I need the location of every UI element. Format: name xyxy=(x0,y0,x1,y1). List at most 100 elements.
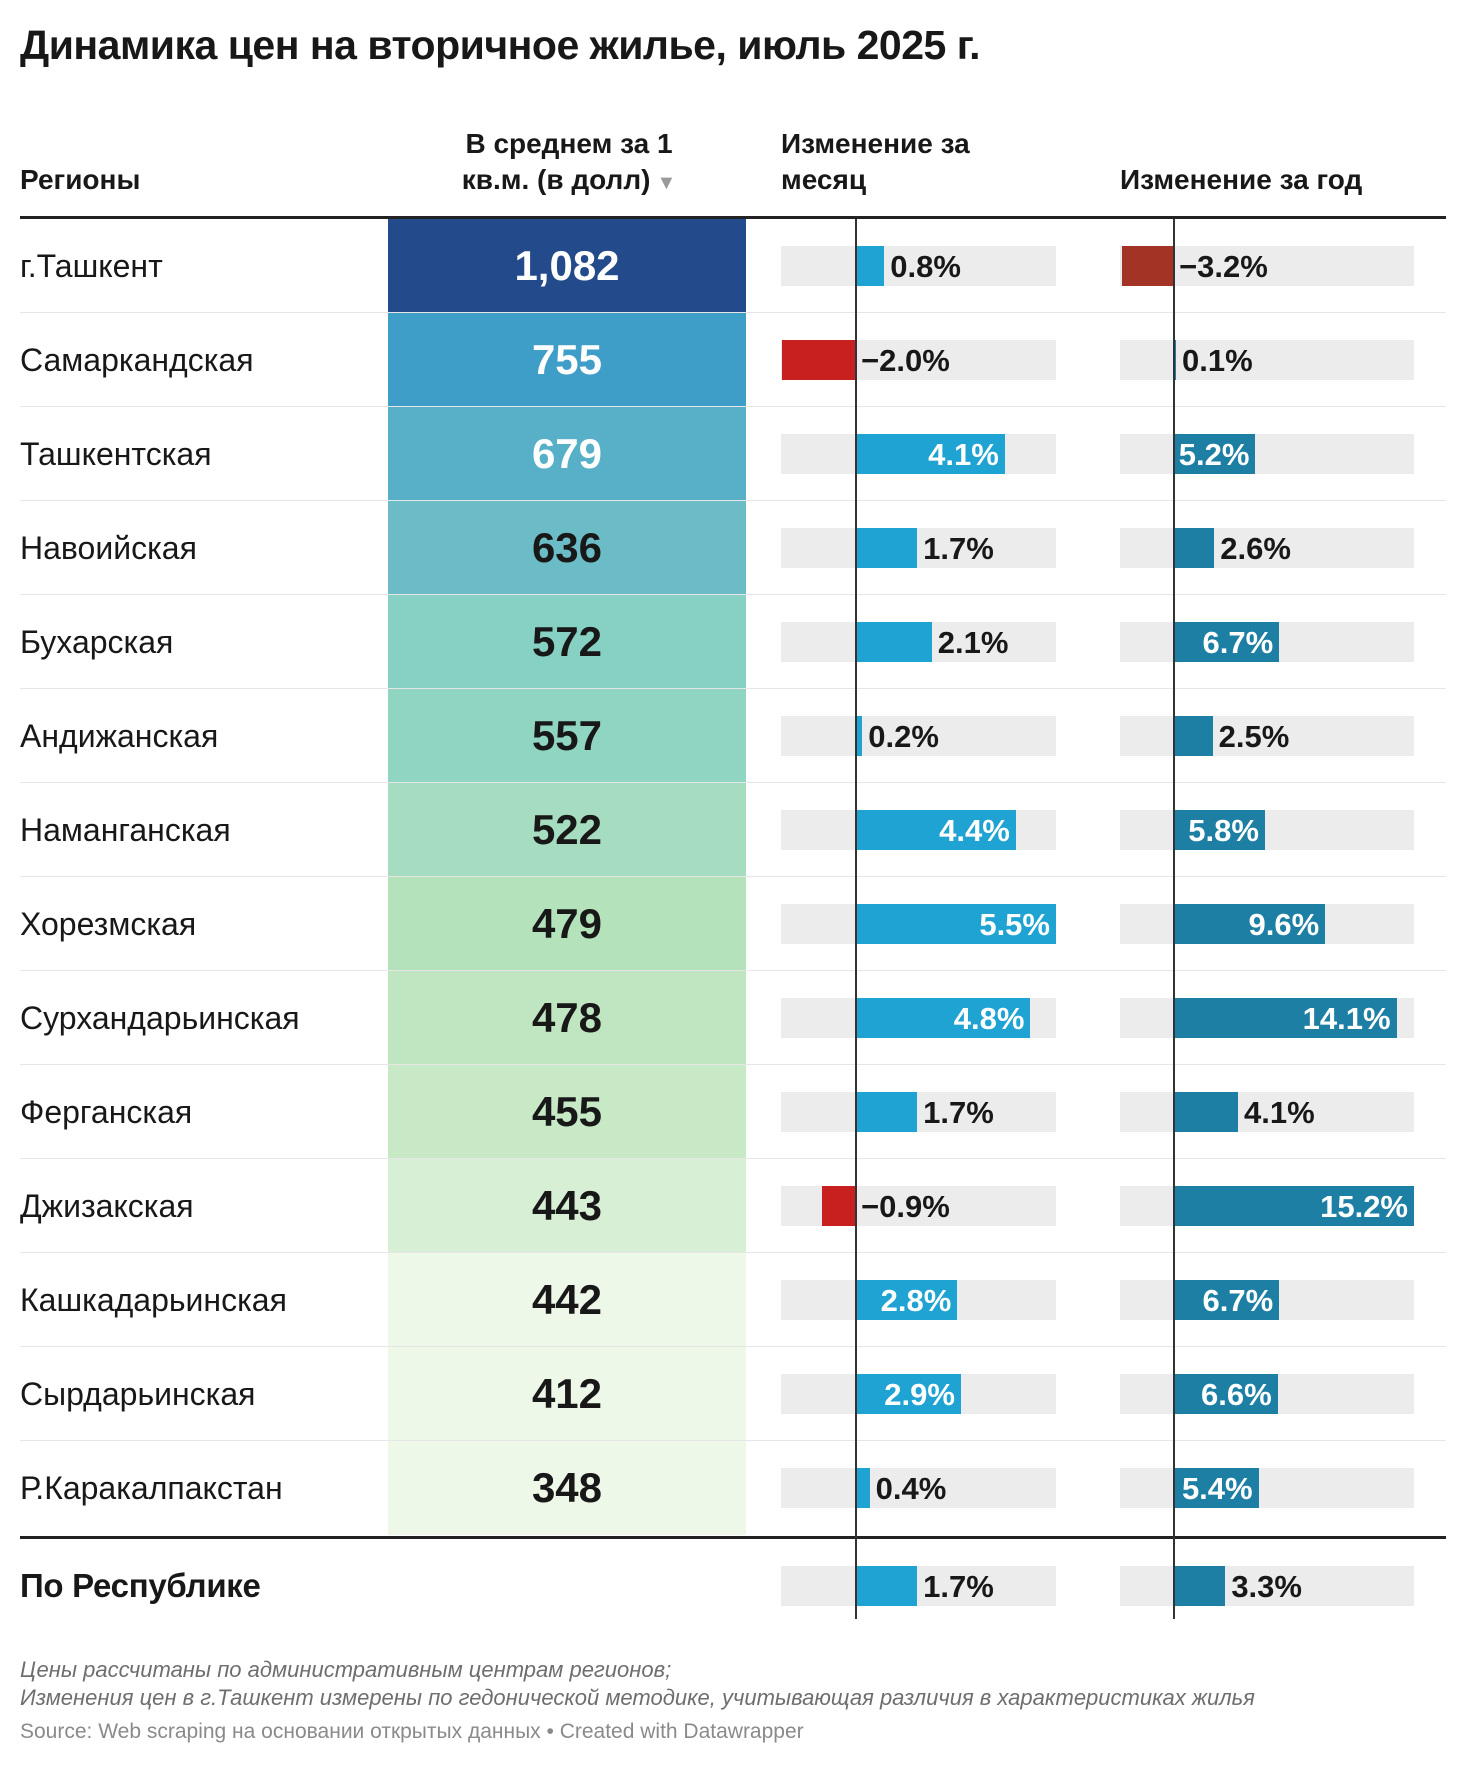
region-name: Бухарская xyxy=(20,624,174,660)
table-row: Хорезмская 479 5.5% 9.6% xyxy=(0,877,1464,971)
region-name: Ташкентская xyxy=(20,436,212,472)
table-row: Самаркандская 755 −2.0% 0.1% xyxy=(0,313,1464,407)
month-change-track xyxy=(781,716,1056,756)
footnotes: Цены рассчитаны по административным цент… xyxy=(20,1656,1255,1712)
year-change-track xyxy=(1120,716,1414,756)
price-value: 348 xyxy=(531,1464,603,1511)
price-cell xyxy=(388,1159,746,1253)
row-separator xyxy=(20,500,1446,501)
month-change-label: 1.7% xyxy=(923,531,994,566)
month-change-label: 0.2% xyxy=(868,719,939,754)
month-change-label: 0.8% xyxy=(890,249,961,284)
price-cell xyxy=(388,1347,746,1441)
month-change-label: 2.9% xyxy=(884,1377,955,1412)
total-year-change-bar xyxy=(1173,1566,1226,1606)
footnote-1: Цены рассчитаны по административным цент… xyxy=(20,1657,672,1682)
price-value: 557 xyxy=(531,712,603,759)
price-cell xyxy=(388,313,746,407)
region-name: Р.Каракалпакстан xyxy=(20,1470,283,1506)
table-row: Кашкадарьинская 442 2.8% 6.7% xyxy=(0,1253,1464,1347)
month-change-label: 0.4% xyxy=(875,1471,947,1506)
total-label: По Республике xyxy=(20,1567,261,1604)
month-change-bar xyxy=(855,1280,958,1320)
table-row: Сырдарьинская 412 2.9% 6.6% xyxy=(0,1347,1464,1441)
year-change-label: 6.7% xyxy=(1202,1283,1274,1318)
table-row: Наманганская 522 4.4% 5.8% xyxy=(0,783,1464,877)
total-rule xyxy=(20,1536,1446,1539)
region-name: Андижанская xyxy=(20,718,219,754)
price-value: 412 xyxy=(531,1370,603,1417)
month-change-track xyxy=(781,246,1056,286)
table-row: Р.Каракалпакстан 348 0.4% 5.4% xyxy=(0,1441,1464,1535)
year-change-label: 5.4% xyxy=(1181,1471,1253,1506)
year-change-bar xyxy=(1173,340,1176,380)
price-cell xyxy=(388,971,746,1065)
price-cell xyxy=(388,877,746,971)
month-change-track xyxy=(781,1468,1056,1508)
price-value: 443 xyxy=(531,1182,603,1229)
header-price[interactable]: В среднем за 1 кв.м. (в долл) ▼ xyxy=(388,126,750,201)
region-name: Хорезмская xyxy=(20,906,197,942)
year-change-bar xyxy=(1173,716,1213,756)
month-change-label: 5.5% xyxy=(979,907,1050,942)
table-row: Ферганская 455 1.7% 4.1% xyxy=(0,1065,1464,1159)
year-change-bar xyxy=(1173,1468,1259,1508)
sort-descending-icon[interactable]: ▼ xyxy=(656,172,677,194)
month-change-track xyxy=(781,1092,1056,1132)
row-separator xyxy=(20,876,1446,877)
price-cell xyxy=(388,1065,746,1159)
month-change-label: 4.1% xyxy=(928,437,999,472)
month-change-bar xyxy=(855,1374,961,1414)
region-name: Кашкадарьинская xyxy=(20,1282,287,1318)
price-value: 479 xyxy=(531,900,603,947)
header-region[interactable]: Регионы xyxy=(20,164,141,195)
month-change-label: −2.0% xyxy=(861,343,950,378)
price-value: 755 xyxy=(531,336,603,383)
region-name: Навоийская xyxy=(20,530,197,566)
month-change-label: 4.8% xyxy=(953,1001,1025,1036)
price-value: 1,082 xyxy=(514,242,620,289)
year-change-track xyxy=(1120,434,1414,474)
year-change-label: 6.7% xyxy=(1202,625,1274,660)
chart-title: Динамика цен на вторичное жилье, июль 20… xyxy=(20,22,981,68)
year-change-label: 2.5% xyxy=(1218,719,1290,754)
header-month-change[interactable]: Изменение за месяц xyxy=(781,126,1041,198)
header-rule xyxy=(20,216,1446,219)
year-change-track xyxy=(1120,1468,1414,1508)
year-change-bar xyxy=(1173,1092,1238,1132)
year-change-bar xyxy=(1173,622,1280,662)
header-month-line1: Изменение за xyxy=(781,128,970,159)
header-year-change[interactable]: Изменение за год xyxy=(1120,164,1363,195)
price-cell xyxy=(388,1441,746,1535)
price-value: 636 xyxy=(531,524,603,571)
year-change-bar xyxy=(1173,1280,1280,1320)
region-name: Ферганская xyxy=(20,1094,193,1130)
row-separator xyxy=(20,782,1446,783)
month-change-bar xyxy=(781,340,855,380)
month-change-label: 1.7% xyxy=(923,1095,994,1130)
year-change-bar xyxy=(1173,434,1256,474)
year-change-bar xyxy=(1173,528,1215,568)
month-change-bar xyxy=(855,998,1031,1038)
month-change-bar xyxy=(855,528,918,568)
region-name: Сырдарьинская xyxy=(20,1376,256,1412)
region-name: Самаркандская xyxy=(20,342,254,378)
month-zero-axis xyxy=(855,219,857,1619)
footnote-2: Изменения цен в г.Ташкент измерены по ге… xyxy=(20,1685,1255,1710)
header-price-line2: кв.м. (в долл) xyxy=(461,164,651,195)
table-row: Джизакская 443 −0.9% 15.2% xyxy=(0,1159,1464,1253)
total-month-change-bar xyxy=(855,1566,918,1606)
total-month-change-track xyxy=(781,1566,1056,1606)
year-change-bar xyxy=(1173,810,1265,850)
month-change-bar xyxy=(855,1092,918,1132)
price-cell xyxy=(388,219,746,313)
row-separator xyxy=(20,1158,1446,1159)
row-separator xyxy=(20,1252,1446,1253)
table-row: Андижанская 557 0.2% 2.5% xyxy=(0,689,1464,783)
year-change-label: 15.2% xyxy=(1320,1189,1408,1224)
row-separator xyxy=(20,406,1446,407)
year-change-label: 9.6% xyxy=(1248,907,1320,942)
price-value: 442 xyxy=(531,1276,603,1323)
total-row: По Республике 1.7% 3.3% xyxy=(0,1539,1464,1633)
region-name: Сурхандарьинская xyxy=(20,1000,300,1036)
